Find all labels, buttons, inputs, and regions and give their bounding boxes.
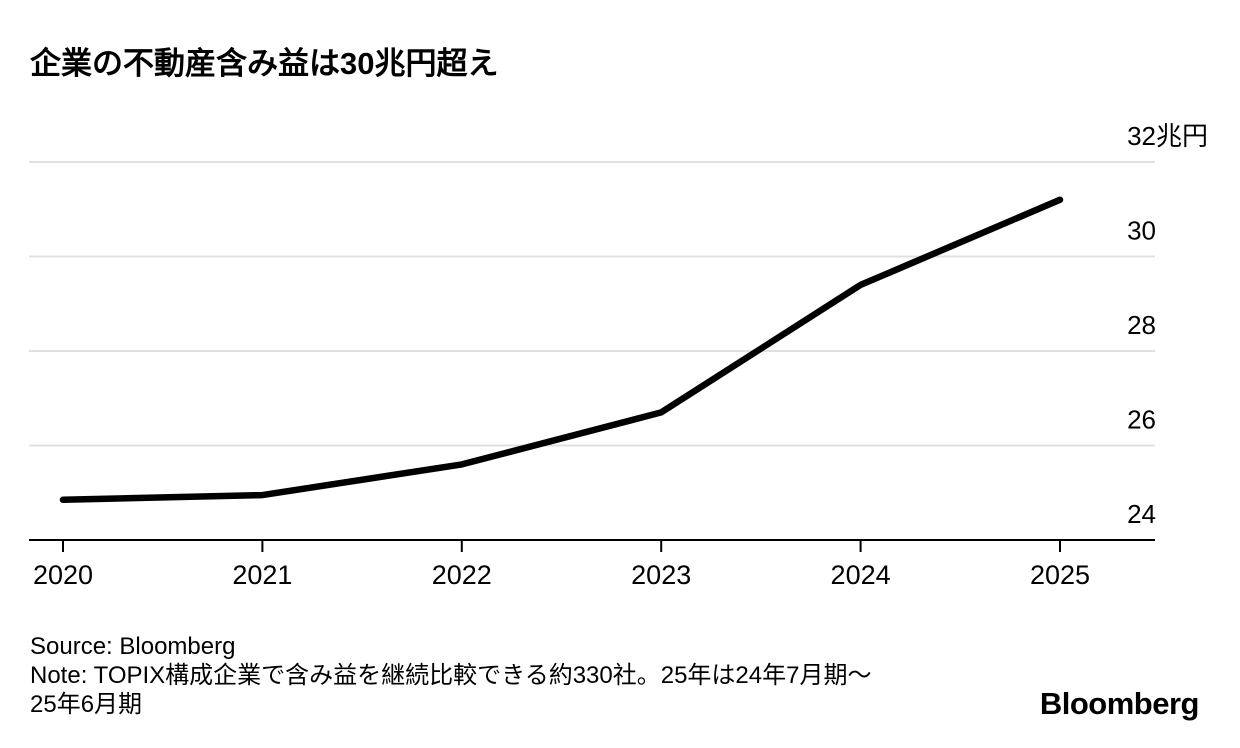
y-tick-label: 30: [1127, 216, 1156, 246]
chart-footer: Source: Bloomberg Note: TOPIX構成企業で含み益を継続…: [30, 632, 871, 719]
x-tick-label: 2022: [432, 560, 492, 590]
note-text-line-1: Note: TOPIX構成企業で含み益を継続比較できる約330社。25年は24年…: [30, 662, 872, 689]
x-tick-label: 2023: [631, 560, 691, 590]
y-tick-label: 32: [1127, 121, 1156, 151]
source-text: Source: Bloomberg: [30, 633, 236, 660]
data-line: [59, 196, 1064, 504]
y-tick-label: 24: [1127, 499, 1156, 529]
y-tick-label: 28: [1127, 310, 1156, 340]
x-tick-label: 2021: [232, 560, 292, 590]
y-tick-label: 26: [1127, 405, 1156, 435]
note-text-line-2: 25年6月期: [30, 691, 143, 718]
x-tick-label: 2025: [1030, 560, 1090, 590]
line-chart: 24 26 28 30 32 兆円 2020 2021 2022 2023 2024 2025: [29, 121, 1208, 590]
bloomberg-logo: Bloomberg: [1039, 686, 1200, 721]
y-axis-unit-label: 兆円: [1156, 121, 1208, 151]
x-tick-label: 2020: [33, 560, 93, 590]
chart-title: 企業の不動産含み益は30兆円超え: [30, 46, 499, 81]
x-tick-label: 2024: [831, 560, 891, 590]
